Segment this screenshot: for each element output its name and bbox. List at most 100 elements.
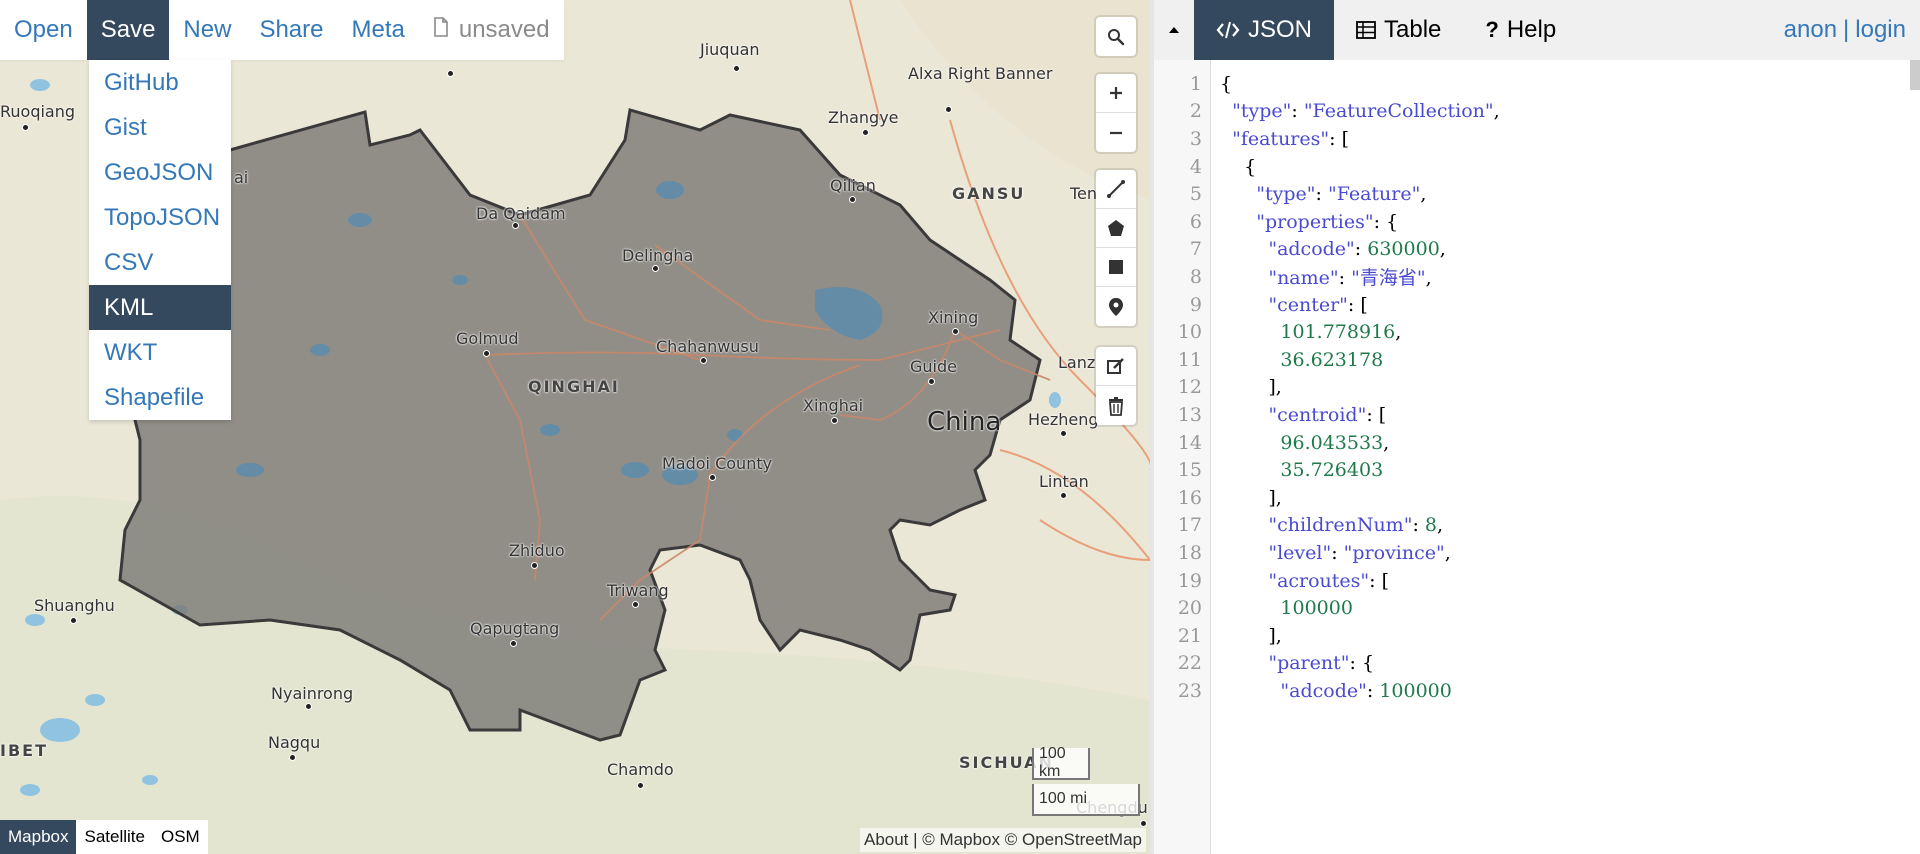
collapse-button[interactable] xyxy=(1154,0,1194,60)
place-label: Delingha xyxy=(622,246,694,265)
code-line[interactable]: 6 "properties": { xyxy=(1154,205,1398,239)
json-editor[interactable]: 1{2 "type": "FeatureCollection", 3 "featu… xyxy=(1154,60,1920,854)
code-text: ], xyxy=(1220,624,1282,647)
place-label: Madoi County xyxy=(662,454,773,473)
code-line[interactable]: 18 "level": "province", xyxy=(1154,536,1451,570)
code-line[interactable]: 15 35.726403 xyxy=(1154,453,1383,487)
code-line[interactable]: 10 101.778916, xyxy=(1154,315,1401,349)
tab-help[interactable]: ? Help xyxy=(1463,0,1578,60)
code-line[interactable]: 4 { xyxy=(1154,150,1256,184)
save-github[interactable]: GitHub xyxy=(104,68,179,96)
code-line[interactable]: 23 "adcode": 100000 xyxy=(1154,674,1452,708)
save-kml[interactable]: KML xyxy=(89,285,231,330)
menu-share[interactable]: Share xyxy=(259,16,324,43)
code-line[interactable]: 5 "type": "Feature", xyxy=(1154,177,1427,211)
city-dot xyxy=(512,222,519,229)
region-label: SICHUAN xyxy=(959,753,1054,772)
edit-icon xyxy=(1107,358,1124,374)
menu-new[interactable]: New xyxy=(183,16,232,43)
code-line[interactable]: 21 ], xyxy=(1154,619,1282,653)
code-line[interactable]: 2 "type": "FeatureCollection", xyxy=(1154,95,1500,129)
code-line[interactable]: 7 "adcode": 630000, xyxy=(1154,233,1446,267)
code-text: "type": "FeatureCollection", xyxy=(1232,100,1500,123)
tab-json[interactable]: JSON xyxy=(1194,0,1335,60)
save-wkt[interactable]: WKT xyxy=(104,338,158,366)
pane-divider[interactable] xyxy=(1150,0,1154,854)
code-line[interactable]: 20 100000 xyxy=(1154,591,1353,625)
line-number: 14 xyxy=(1177,431,1202,454)
file-status[interactable]: unsaved xyxy=(419,0,564,60)
code-text: "adcode": 100000 xyxy=(1280,679,1452,702)
scale-mi: 100 mi xyxy=(1032,784,1140,816)
code-text: 35.726403 xyxy=(1280,459,1384,482)
zoom-out-button[interactable] xyxy=(1096,113,1136,152)
place-label: Golmud xyxy=(456,329,519,348)
search-button[interactable] xyxy=(1096,17,1136,56)
layer-osm[interactable]: OSM xyxy=(160,827,200,846)
line-number: 16 xyxy=(1177,486,1202,509)
document-icon xyxy=(433,16,449,44)
place-label: Ten xyxy=(1070,184,1098,203)
place-label: Shuanghu xyxy=(34,596,115,615)
code-line[interactable]: 19 "acroutes": [ xyxy=(1154,564,1389,598)
login-link[interactable]: login xyxy=(1855,16,1906,43)
menu-open[interactable]: Open xyxy=(14,16,73,43)
editor-scrollbar[interactable] xyxy=(1910,60,1920,90)
save-geojson[interactable]: GeoJSON xyxy=(104,158,214,186)
edit-button[interactable] xyxy=(1096,347,1136,386)
place-label: Lintan xyxy=(1039,472,1089,491)
code-line[interactable]: 8 "name": "青海省", xyxy=(1154,260,1432,294)
draw-rectangle-button[interactable] xyxy=(1096,248,1136,287)
line-number: 11 xyxy=(1177,348,1202,371)
city-dot xyxy=(305,703,312,710)
place-label: Xinghai xyxy=(803,396,864,415)
code-line[interactable]: 14 96.043533, xyxy=(1154,426,1389,460)
draw-polygon-button[interactable] xyxy=(1096,209,1136,248)
line-gutter xyxy=(1154,60,1211,854)
region-label: QINGHAI xyxy=(528,377,620,396)
code-line[interactable]: 11 36.623178 xyxy=(1154,343,1383,377)
code-text: "properties": { xyxy=(1256,210,1399,233)
code-line[interactable]: 9 "center": [ xyxy=(1154,288,1368,322)
city-dot xyxy=(632,601,639,608)
code-icon xyxy=(1216,21,1240,39)
delete-button[interactable] xyxy=(1096,386,1136,425)
layer-satellite[interactable]: Satellite xyxy=(84,827,145,846)
code-line[interactable]: 12 ], xyxy=(1154,371,1282,405)
code-line[interactable]: 17 "childrenNum": 8, xyxy=(1154,509,1443,543)
save-topojson[interactable]: TopoJSON xyxy=(104,203,221,231)
question-icon: ? xyxy=(1485,17,1499,42)
draw-line-button[interactable] xyxy=(1096,170,1136,209)
place-label: Chamdo xyxy=(607,760,674,779)
code-line[interactable]: 16 ], xyxy=(1154,481,1282,515)
line-number: 13 xyxy=(1177,403,1202,426)
code-line[interactable]: 22 "parent": { xyxy=(1154,647,1374,681)
tab-table[interactable]: Table xyxy=(1334,0,1463,60)
code-line[interactable]: 1{ xyxy=(1154,67,1232,101)
search-control xyxy=(1096,17,1136,56)
line-number: 9 xyxy=(1189,293,1202,316)
layer-mapbox[interactable]: Mapbox xyxy=(0,820,77,854)
country-label: China xyxy=(927,407,1002,437)
place-label: Zhiduo xyxy=(509,541,565,560)
scale-km: 100 km xyxy=(1032,745,1090,780)
line-number: 19 xyxy=(1177,569,1202,592)
save-csv[interactable]: CSV xyxy=(104,248,154,276)
draw-marker-button[interactable] xyxy=(1096,287,1136,326)
line-number: 6 xyxy=(1189,210,1202,233)
minus-icon xyxy=(1110,131,1122,134)
save-shapefile[interactable]: Shapefile xyxy=(104,383,205,411)
menu-save[interactable]: Save xyxy=(86,0,170,60)
menu-meta[interactable]: Meta xyxy=(351,16,405,43)
zoom-in-button[interactable] xyxy=(1096,74,1136,113)
save-gist[interactable]: Gist xyxy=(104,113,147,141)
code-line[interactable]: 3 "features": [ xyxy=(1154,122,1349,156)
code-text: ], xyxy=(1220,486,1282,509)
region-label: IBET xyxy=(0,741,48,760)
map-attribution[interactable]: About | © Mapbox © OpenStreetMap xyxy=(859,828,1146,852)
top-menu: Open Save New Share Meta unsaved xyxy=(0,0,564,60)
anon-link[interactable]: anon xyxy=(1783,16,1838,43)
code-line[interactable]: 13 "centroid": [ xyxy=(1154,398,1386,432)
code-text: "parent": { xyxy=(1268,652,1375,675)
code-text: "level": "province", xyxy=(1268,541,1451,564)
